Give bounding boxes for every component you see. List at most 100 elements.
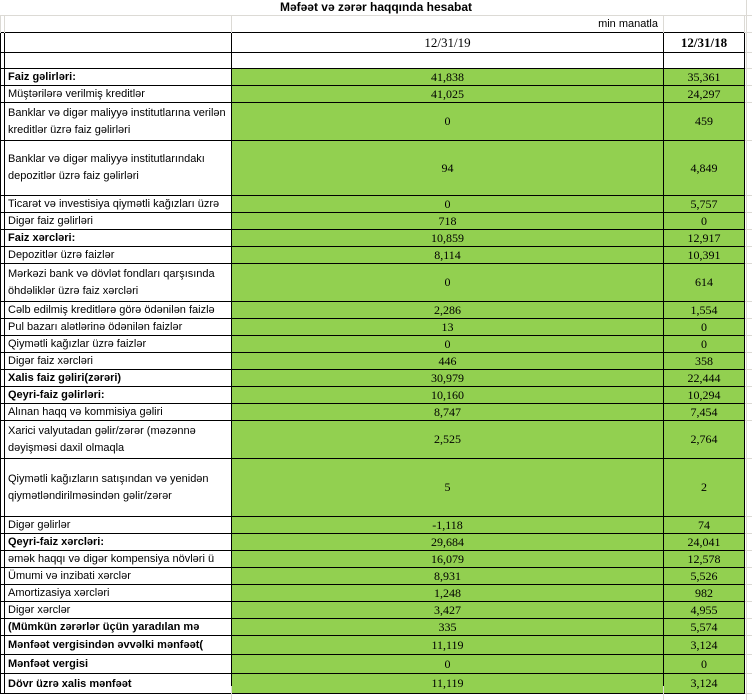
value-2018[interactable]: 12,917 <box>663 229 745 247</box>
value-2019[interactable]: 41,838 <box>231 68 664 86</box>
margin-cell <box>744 654 752 674</box>
row-label[interactable]: Dövr üzrə xalis mənfəət <box>4 673 232 694</box>
row-label[interactable]: Mənfəət vergisindən əvvəlki mənfəət( <box>4 635 232 655</box>
row-label[interactable]: Digər faiz xərcləri <box>4 352 232 370</box>
value-2018[interactable]: 2,764 <box>663 420 745 459</box>
row-label[interactable]: Qeyri-faiz xərcləri: <box>4 533 232 551</box>
value-2018[interactable]: 24,041 <box>663 533 745 551</box>
value-2019[interactable]: 94 <box>231 140 664 196</box>
column-header-2019[interactable]: 12/31/19 <box>231 32 664 53</box>
row-label[interactable]: Digər xərclər <box>4 601 232 619</box>
value-2019[interactable]: 8,747 <box>231 403 664 421</box>
row-label[interactable]: Pul bazarı alətlərinə ödənilən faizlər <box>4 318 232 336</box>
value-2019[interactable]: 0 <box>231 335 664 353</box>
empty-cell[interactable] <box>4 32 232 53</box>
value-2019[interactable]: 41,025 <box>231 85 664 103</box>
value-2018[interactable]: 358 <box>663 352 745 370</box>
value-2019[interactable]: 718 <box>231 212 664 230</box>
empty-cell[interactable] <box>4 52 232 69</box>
table-row: Digər faiz gəlirləri 718 0 <box>0 212 752 230</box>
value-2018[interactable]: 3,124 <box>663 673 745 694</box>
column-header-2018[interactable]: 12/31/18 <box>663 32 745 53</box>
value-2019[interactable]: 2,525 <box>231 420 664 459</box>
value-2019[interactable]: 30,979 <box>231 369 664 387</box>
value-2019[interactable]: 446 <box>231 352 664 370</box>
row-label[interactable]: (Mümkün zərərlər üçün yaradılan mə <box>4 618 232 636</box>
value-2019[interactable]: 10,859 <box>231 229 664 247</box>
row-label[interactable]: Qiymətli kağızlar üzrə faizlər <box>4 335 232 353</box>
empty-cell[interactable] <box>231 52 664 69</box>
value-2018[interactable]: 614 <box>663 263 745 302</box>
value-2019[interactable]: 1,248 <box>231 584 664 602</box>
table-row: Qeyri-faiz xərcləri: 29,684 24,041 <box>0 533 752 551</box>
value-2019[interactable]: -1,118 <box>231 516 664 534</box>
value-2018[interactable]: 10,391 <box>663 246 745 264</box>
empty-cell[interactable] <box>663 15 745 33</box>
row-label[interactable]: Depozitlər üzrə faizlər <box>4 246 232 264</box>
value-2018[interactable]: 3,124 <box>663 635 745 655</box>
row-label[interactable]: Digər gəlirlər <box>4 516 232 534</box>
empty-cell[interactable] <box>4 15 232 33</box>
row-label[interactable]: Mərkəzi bank və dövlət fondları qarşısın… <box>4 263 232 302</box>
value-2019[interactable]: 11,119 <box>231 673 664 694</box>
value-2019[interactable]: 29,684 <box>231 533 664 551</box>
value-2018[interactable]: 5,526 <box>663 567 745 585</box>
row-label[interactable]: Alınan haqq və kommisiya gəliri <box>4 403 232 421</box>
value-2018[interactable]: 0 <box>663 318 745 336</box>
row-label[interactable]: əmək haqqı və digər kompensiya növləri ü <box>4 550 232 568</box>
row-label[interactable]: Cəlb edilmiş kreditlərə görə ödənilən fa… <box>4 301 232 319</box>
row-label[interactable]: Banklar və digər maliyyə institutlarında… <box>4 140 232 196</box>
value-2018[interactable]: 4,955 <box>663 601 745 619</box>
margin-cell <box>744 601 752 619</box>
value-2018[interactable]: 5,757 <box>663 195 745 213</box>
empty-cell[interactable] <box>663 52 745 69</box>
value-2019[interactable]: 2,286 <box>231 301 664 319</box>
value-2018[interactable]: 7,454 <box>663 403 745 421</box>
row-label[interactable]: Faiz gəlirləri: <box>4 68 232 86</box>
row-label[interactable]: Ticarət və investisiya qiymətli kağızlar… <box>4 195 232 213</box>
value-2019[interactable]: 0 <box>231 263 664 302</box>
value-2018[interactable]: 10,294 <box>663 386 745 404</box>
row-label[interactable]: Faiz xərcləri: <box>4 229 232 247</box>
value-2018[interactable]: 12,578 <box>663 550 745 568</box>
table-row: Qiymətli kağızlar üzrə faizlər 0 0 <box>0 335 752 353</box>
row-label[interactable]: Qiymətli kağızların satışından və yenidə… <box>4 458 232 517</box>
value-2019[interactable]: 0 <box>231 195 664 213</box>
row-label[interactable]: Amortizasiya xərcləri <box>4 584 232 602</box>
value-2019[interactable]: 3,427 <box>231 601 664 619</box>
value-2019[interactable]: 335 <box>231 618 664 636</box>
value-2019[interactable]: 10,160 <box>231 386 664 404</box>
value-2019[interactable]: 11,119 <box>231 635 664 655</box>
value-2018[interactable]: 0 <box>663 212 745 230</box>
value-2018[interactable]: 459 <box>663 102 745 141</box>
value-2018[interactable]: 24,297 <box>663 85 745 103</box>
value-2019[interactable]: 16,079 <box>231 550 664 568</box>
row-label[interactable]: Müştərilərə verilmiş kreditlər <box>4 85 232 103</box>
value-2018[interactable]: 1,554 <box>663 301 745 319</box>
value-2018[interactable]: 22,444 <box>663 369 745 387</box>
row-label[interactable]: Mənfəət vergisi <box>4 654 232 674</box>
value-2019[interactable]: 0 <box>231 654 664 674</box>
margin-cell <box>744 567 752 585</box>
value-2018[interactable]: 5,574 <box>663 618 745 636</box>
value-2019[interactable]: 5 <box>231 458 664 517</box>
value-2019[interactable]: 8,114 <box>231 246 664 264</box>
value-2018[interactable]: 74 <box>663 516 745 534</box>
row-label[interactable]: Xarici valyutadan gəlir/zərər (məzənnə d… <box>4 420 232 459</box>
value-2019[interactable]: 0 <box>231 102 664 141</box>
value-2018[interactable]: 982 <box>663 584 745 602</box>
value-2018[interactable]: 0 <box>663 654 745 674</box>
value-2018[interactable]: 35,361 <box>663 68 745 86</box>
row-label[interactable]: Ümumi və inzibati xərclər <box>4 567 232 585</box>
row-label[interactable]: Qeyri-faiz gəlirləri: <box>4 386 232 404</box>
value-2019[interactable]: 13 <box>231 318 664 336</box>
row-label[interactable]: Banklar və digər maliyyə institutlarına … <box>4 102 232 141</box>
value-2018[interactable]: 4,849 <box>663 140 745 196</box>
row-label[interactable]: Xalis faiz gəliri(zərəri) <box>4 369 232 387</box>
value-2018[interactable]: 0 <box>663 335 745 353</box>
value-2019[interactable]: 8,931 <box>231 567 664 585</box>
value-2018[interactable]: 2 <box>663 458 745 517</box>
margin-cell <box>744 15 752 33</box>
margin-cell <box>744 516 752 534</box>
row-label[interactable]: Digər faiz gəlirləri <box>4 212 232 230</box>
